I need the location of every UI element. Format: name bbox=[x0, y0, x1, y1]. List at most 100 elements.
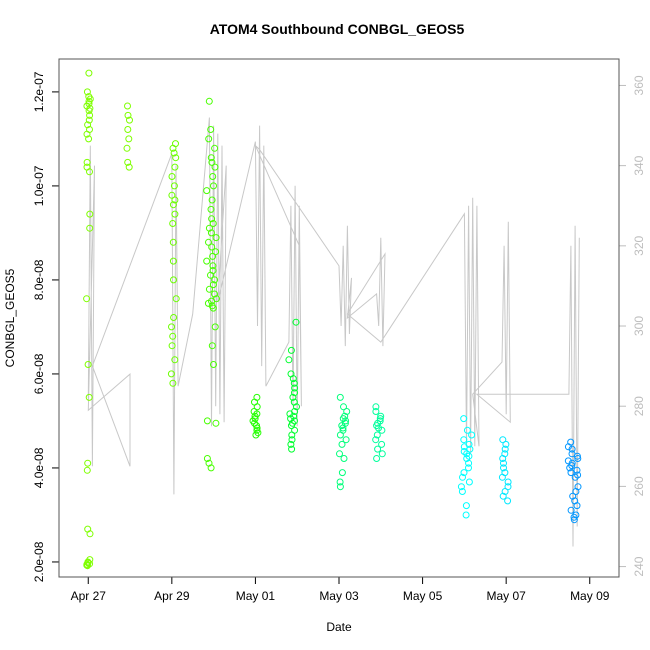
data-point bbox=[84, 562, 91, 570]
data-point bbox=[340, 403, 347, 411]
series-line-right-axis bbox=[87, 117, 580, 547]
data-point bbox=[125, 163, 133, 171]
x-tick-label: May 01 bbox=[236, 589, 276, 603]
data-point bbox=[342, 436, 350, 444]
data-point bbox=[171, 356, 179, 364]
data-point bbox=[84, 121, 92, 129]
data-point bbox=[336, 431, 344, 439]
data-point bbox=[211, 290, 218, 298]
y2-tick-label: 340 bbox=[632, 155, 646, 175]
data-point bbox=[208, 243, 216, 251]
data-point bbox=[286, 410, 294, 418]
data-point bbox=[207, 464, 215, 472]
data-point bbox=[567, 469, 575, 477]
data-point bbox=[457, 483, 465, 491]
data-point bbox=[170, 276, 177, 284]
data-point bbox=[172, 154, 180, 162]
data-point bbox=[502, 440, 510, 448]
y2-tick-label: 320 bbox=[632, 236, 646, 256]
data-point bbox=[378, 450, 386, 458]
data-point bbox=[574, 471, 582, 479]
data-point bbox=[205, 135, 213, 143]
data-point bbox=[564, 443, 572, 451]
data-point bbox=[125, 135, 133, 143]
data-point bbox=[288, 445, 296, 453]
data-point bbox=[83, 295, 91, 303]
data-point bbox=[86, 224, 94, 232]
data-point bbox=[169, 238, 177, 246]
data-point bbox=[209, 173, 217, 180]
data-point bbox=[203, 257, 211, 265]
chart-title: ATOM4 Southbound CONBGL_GEOS5 bbox=[210, 21, 465, 37]
data-point bbox=[292, 318, 300, 326]
data-point bbox=[169, 257, 177, 265]
data-point bbox=[501, 445, 509, 453]
data-point bbox=[287, 415, 295, 423]
data-point bbox=[372, 403, 380, 411]
y-axis-label: CONBGL_GEOS5 bbox=[3, 268, 17, 367]
data-point bbox=[204, 299, 212, 307]
data-point bbox=[572, 488, 580, 495]
data-point bbox=[289, 375, 297, 383]
data-point bbox=[126, 116, 133, 124]
data-point bbox=[500, 464, 507, 472]
data-point bbox=[170, 149, 178, 157]
data-point bbox=[169, 379, 177, 387]
y-tick-label: 2.0e-08 bbox=[32, 541, 46, 582]
data-point bbox=[169, 201, 177, 209]
data-point bbox=[83, 466, 91, 474]
data-point bbox=[167, 370, 175, 378]
data-point bbox=[568, 462, 576, 470]
data-point bbox=[253, 410, 261, 418]
y-tick-label: 8.0e-08 bbox=[32, 259, 46, 300]
data-point bbox=[171, 163, 179, 171]
data-point bbox=[573, 502, 581, 510]
data-point bbox=[172, 295, 180, 303]
data-point bbox=[288, 422, 295, 430]
x-tick-label: Apr 27 bbox=[71, 589, 107, 603]
y-tick-label: 6.0e-08 bbox=[32, 353, 46, 394]
data-point bbox=[373, 455, 381, 462]
data-point bbox=[212, 419, 220, 427]
data-point bbox=[574, 455, 582, 462]
data-point bbox=[458, 488, 466, 495]
data-point bbox=[207, 126, 215, 133]
data-point bbox=[463, 455, 471, 462]
data-point bbox=[169, 220, 177, 227]
data-point bbox=[209, 262, 217, 270]
data-point bbox=[211, 276, 219, 284]
data-point bbox=[211, 163, 219, 171]
data-point bbox=[205, 224, 213, 232]
data-point bbox=[169, 332, 177, 340]
x-tick-label: Apr 29 bbox=[154, 589, 190, 603]
data-point bbox=[251, 412, 259, 420]
data-point bbox=[210, 361, 217, 368]
x-tick-label: May 03 bbox=[319, 589, 359, 603]
data-point bbox=[124, 111, 132, 119]
data-point bbox=[208, 158, 216, 166]
data-point bbox=[84, 361, 92, 368]
data-point bbox=[205, 97, 213, 105]
data-point bbox=[123, 144, 131, 152]
data-point bbox=[253, 424, 261, 432]
data-point bbox=[287, 440, 295, 448]
data-point bbox=[208, 342, 216, 350]
data-point bbox=[207, 154, 215, 162]
data-point bbox=[465, 452, 473, 460]
x-axis-label: Date bbox=[326, 620, 352, 634]
data-point bbox=[571, 473, 579, 481]
data-point bbox=[336, 483, 344, 491]
y-tick-label: 4.0e-08 bbox=[32, 447, 46, 488]
data-point bbox=[253, 403, 261, 411]
data-point bbox=[340, 455, 348, 462]
x-tick-label: May 09 bbox=[570, 589, 610, 603]
y-tick-label: 1.0e-07 bbox=[32, 165, 46, 206]
data-point bbox=[86, 111, 94, 119]
data-point bbox=[285, 356, 293, 364]
data-point bbox=[568, 445, 576, 453]
data-point bbox=[203, 417, 211, 425]
data-point bbox=[85, 135, 93, 143]
data-point bbox=[462, 511, 470, 519]
